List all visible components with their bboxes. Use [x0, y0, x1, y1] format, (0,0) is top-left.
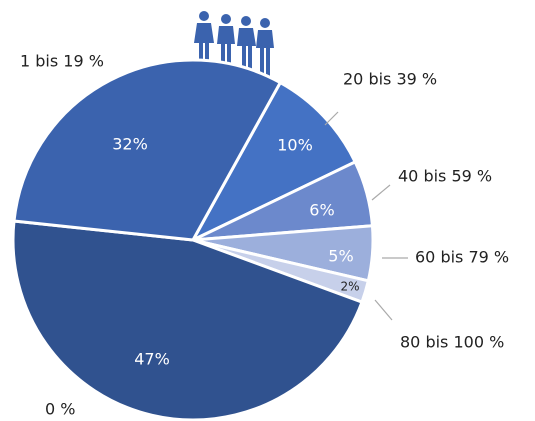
leader-line — [374, 299, 393, 321]
category-label: 0 % — [45, 400, 75, 419]
slice-label: 5% — [328, 247, 353, 266]
category-label: 60 bis 79 % — [415, 248, 509, 267]
leader-line — [324, 111, 339, 126]
category-label: 1 bis 19 % — [20, 52, 104, 71]
slice-label: 6% — [309, 201, 334, 220]
leader-line — [371, 184, 391, 201]
pie-slice — [11, 219, 364, 421]
pie-slice — [12, 58, 283, 242]
slice-label: 47% — [134, 350, 170, 369]
pie-slice — [189, 80, 358, 244]
category-label: 20 bis 39 % — [343, 70, 437, 89]
slice-label: 32% — [112, 135, 148, 154]
category-label: 80 bis 100 % — [400, 333, 504, 352]
category-label: 40 bis 59 % — [398, 167, 492, 186]
slice-label: 10% — [277, 136, 313, 155]
slice-label: 2% — [340, 280, 359, 294]
